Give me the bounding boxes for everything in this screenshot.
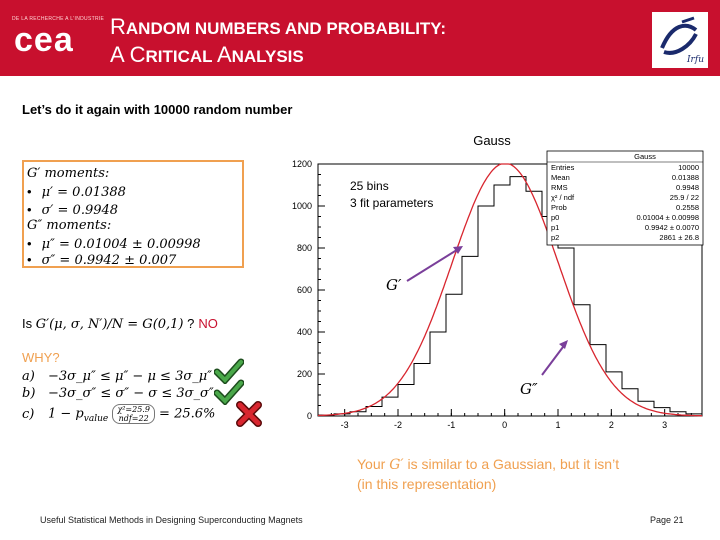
checkmark-icon [214, 358, 244, 384]
x-tick-label: -3 [341, 420, 349, 428]
y-tick-label: 200 [297, 369, 312, 379]
question-line: Is G′(μ, σ, N′)/N = G(0,1) ? NO [22, 316, 218, 332]
x-tick-label: 0 [502, 420, 507, 428]
why-label: WHY? [22, 350, 60, 365]
y-tick-label: 800 [297, 243, 312, 253]
cea-logo: DE LA RECHERCHE A L'INDUSTRIE cea [0, 0, 105, 76]
stats-row-value: 0.9948 [676, 183, 699, 192]
histogram-bar [430, 332, 446, 416]
g1-moments-header: G′ moments: [27, 166, 110, 181]
condition-c: c) 1 − pvalue χ²=25.9 ndf=22 = 25.6% [22, 404, 216, 425]
stats-row-value: 25.9 / 22 [670, 193, 699, 202]
answer-no: NO [198, 316, 218, 331]
g2-arrow [541, 342, 567, 376]
annotation-params: 3 fit parameters [350, 196, 433, 210]
histogram-outline [317, 176, 703, 416]
x-tick-label: -1 [447, 420, 455, 428]
stats-row-key: χ² / ndf [551, 193, 575, 202]
irfu-symbol-icon [660, 16, 698, 55]
x-tick-label: 3 [662, 420, 667, 428]
histogram-bar [574, 305, 590, 416]
y-tick-label: 1200 [292, 159, 312, 169]
stats-row-value: 0.01004 ± 0.00998 [636, 213, 699, 222]
histogram-bar [462, 256, 478, 416]
g2-moments-header: G″ moments: [27, 218, 112, 233]
stats-row-key: p1 [551, 223, 559, 232]
title-line-1: RANDOM NUMBERS AND PROBABILITY: [110, 14, 447, 39]
logo-tagline: DE LA RECHERCHE A L'INDUSTRIE [12, 16, 105, 22]
fit-stats-box: Gauss Entries 10000 Mean 0.01388 RMS 0.9948 χ² … [546, 150, 704, 246]
gaussian-note: Your G′ is similar to a Gaussian, but it… [357, 456, 620, 492]
gaussian-fit-curve [317, 163, 702, 417]
stats-row-value: 0.9942 ± 0.0070 [645, 223, 699, 232]
condition-a: a) −3σ_μ″ ≤ μ″ − μ ≤ 3σ_μ″ [22, 369, 213, 384]
y-tick-label: 600 [297, 285, 312, 295]
histogram-bar [494, 185, 510, 416]
stats-row-key: p2 [551, 233, 559, 242]
moments-box: G′ moments: • μ′ = 0.01388 • σ′ = 0.9948 G… [22, 160, 244, 268]
x-tick-label: 2 [609, 420, 614, 428]
g2-mu: • μ″ = 0.01004 ± 0.00998 [27, 236, 201, 252]
y-tick-label: 400 [297, 327, 312, 337]
footer-title: Useful Statistical Methods in Designing … [40, 515, 303, 525]
irfu-label: Irfu [687, 55, 704, 65]
g2-arrowhead [559, 340, 568, 349]
stats-row-key: Mean [551, 173, 570, 182]
stats-row-value: 10000 [678, 163, 699, 172]
stats-row-key: RMS [551, 183, 568, 192]
header-bar [0, 0, 720, 76]
irfu-logo: Irfu [652, 12, 708, 68]
y-tick-label: 0 [307, 411, 312, 421]
logo-text: cea [14, 21, 74, 59]
histogram-bar [590, 345, 606, 416]
histogram-bar [542, 217, 558, 417]
label-g1: G′ [386, 276, 402, 294]
stats-row-key: Prob [551, 203, 567, 212]
chi-square-box: χ²=25.9 ndf=22 [112, 404, 155, 424]
title-line-2: A CRITICAL ANALYSIS [110, 42, 304, 67]
g2-sigma: • σ″ = 0.9942 ± 0.007 [27, 252, 177, 268]
label-g2: G″ [520, 380, 538, 398]
histogram-bar [366, 407, 382, 416]
plot-title: Gauss [473, 133, 511, 148]
stats-row-key: p0 [551, 213, 559, 222]
stats-box-frame [546, 150, 704, 246]
histogram-bar [622, 389, 638, 416]
page-number: Page 21 [650, 515, 684, 525]
histogram-bar [414, 364, 430, 417]
g1-arrow [406, 247, 461, 282]
condition-b: b) −3σ_σ″ ≤ σ″ − σ ≤ 3σ_σ″ [22, 386, 214, 401]
stats-row-value: 0.01388 [672, 173, 699, 182]
checkmark-icon [214, 379, 244, 405]
g1-mu: • μ′ = 0.01388 [27, 184, 126, 200]
stats-box-header: Gauss [634, 152, 656, 161]
g1-sigma: • σ′ = 0.9948 [27, 202, 119, 218]
histogram-bar [398, 385, 414, 417]
slide-subtitle: Let’s do it again with 10000 random numb… [22, 102, 293, 117]
histogram-bar [446, 294, 462, 416]
stats-row-value: 0.2558 [676, 203, 699, 212]
histogram-bars [317, 176, 703, 417]
histogram-bar [558, 248, 574, 416]
cross-icon [236, 401, 262, 427]
stats-row-key: Entries [551, 163, 575, 172]
histogram-plot: Gauss 0 200 400 600 800 1000 1200 -3 -2 -1 0 1 2 3 Ga… [292, 133, 704, 428]
histogram-bar [478, 206, 494, 416]
stats-row-value: 2861 ± 26.8 [659, 233, 699, 242]
g1-arrowhead [453, 246, 463, 254]
x-tick-label: -2 [394, 420, 402, 428]
x-tick-label: 1 [555, 420, 560, 428]
annotation-bins: 25 bins [350, 179, 389, 193]
y-tick-label: 1000 [292, 201, 312, 211]
